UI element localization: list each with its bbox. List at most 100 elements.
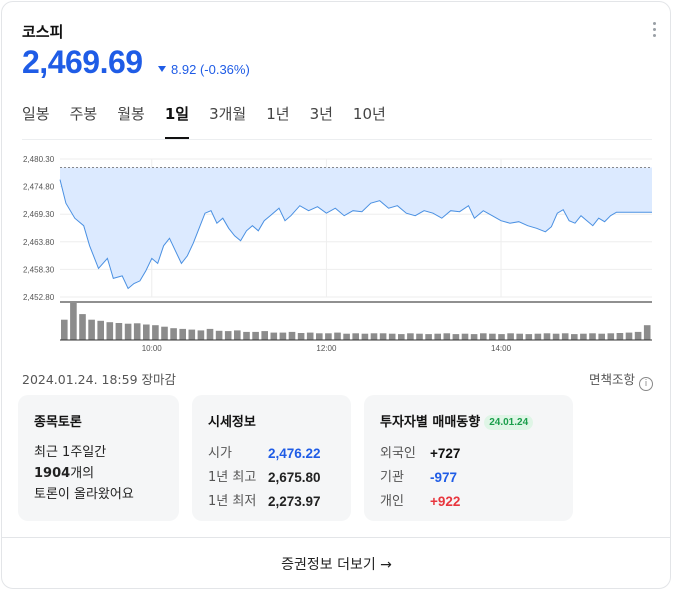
change-percent: (-0.36%)	[199, 62, 250, 77]
volume-bar	[407, 333, 414, 340]
volume-bar	[634, 331, 642, 340]
volume-bar	[224, 331, 232, 340]
volume-bar	[316, 333, 323, 340]
current-price: 2,469.69	[22, 44, 143, 80]
disclaimer-label: 면책조항	[588, 372, 635, 387]
volume-bar	[215, 330, 223, 341]
volume-bar	[261, 331, 268, 340]
volume-bar	[206, 328, 214, 340]
investor-trend-header: 투자자별 매매동향 24.01.24	[380, 411, 557, 430]
period-tabs: 일봉 주봉 월봉 1일 3개월 1년 3년 10년	[22, 103, 406, 139]
market-timestamp: 2024.01.24. 18:59 장마감	[22, 372, 177, 387]
y-tick-label: 2,469.30	[23, 210, 55, 219]
investor-row: 개인 +922	[380, 490, 557, 514]
open-label: 시가	[208, 446, 232, 461]
y-tick-label: 2,474.80	[23, 183, 55, 192]
individual-label: 개인	[380, 494, 404, 509]
volume-bar	[516, 333, 523, 340]
institution-label: 기관	[380, 470, 404, 485]
market-info-box[interactable]: 시세정보 시가 2,476.22 1년 최고 2,675.80 1년 최저 2,273…	[192, 395, 351, 521]
price-line	[59, 179, 652, 290]
more-options-icon[interactable]	[651, 22, 657, 38]
discussion-summary: 최근 1주일간 1904개의 토론이 올라왔어요	[34, 442, 163, 505]
volume-bar	[270, 332, 278, 340]
volume-bar	[543, 333, 551, 340]
x-tick-label: 12:00	[316, 344, 337, 353]
disclaimer-link[interactable]: 면책조항 i	[589, 369, 653, 391]
tab-3year[interactable]: 3년	[309, 105, 333, 123]
tab-daily[interactable]: 일봉	[22, 105, 50, 123]
volume-bar	[589, 333, 596, 340]
volume-bar	[352, 333, 359, 340]
volume-bar	[106, 322, 114, 340]
volume-bar	[625, 332, 633, 340]
year-low-label: 1년 최저	[208, 494, 257, 509]
volume-bar	[197, 330, 205, 340]
volume-bar	[115, 323, 123, 340]
volume-bar	[598, 333, 605, 340]
discussion-line1: 최근 1주일간	[34, 445, 107, 460]
volume-bar	[580, 333, 587, 340]
investor-trend-box[interactable]: 투자자별 매매동향 24.01.24 외국인 +727 기관 -977 개인 +922	[364, 395, 573, 521]
discussion-count-line: 1904개의	[34, 463, 163, 484]
volume-bar	[325, 333, 332, 340]
volume-bar	[398, 334, 405, 340]
investor-trend-title: 투자자별 매매동향	[380, 415, 481, 430]
volume-bar	[370, 333, 378, 340]
open-value: 2,476.22	[268, 446, 321, 461]
volume-bar	[470, 334, 478, 340]
volume-bar	[152, 325, 159, 340]
volume-bar	[161, 326, 168, 340]
volume-bar	[188, 329, 196, 340]
price-change: 8.92 (-0.36%)	[158, 62, 250, 77]
volume-bar	[571, 334, 578, 340]
volume-bar	[489, 333, 496, 340]
volume-bar	[616, 333, 624, 340]
y-axis-ticks: 2,480.30 2,474.80 2,469.30 2,463.80 2,458.30…	[23, 155, 55, 302]
volume-bar	[379, 333, 387, 340]
tab-monthly[interactable]: 월봉	[117, 105, 145, 123]
volume-bar	[552, 333, 560, 340]
volume-bar	[480, 333, 487, 340]
volume-bar	[425, 334, 432, 340]
volume-bar	[70, 303, 77, 340]
tab-1day[interactable]: 1일	[164, 103, 190, 139]
tab-10year[interactable]: 10년	[352, 105, 386, 123]
year-low-value: 2,273.97	[268, 494, 321, 509]
volume-bar	[507, 333, 514, 340]
price-area-layer	[59, 167, 652, 303]
tab-weekly[interactable]: 주봉	[69, 105, 98, 123]
volume-bar	[343, 333, 350, 340]
volume-bar	[498, 334, 505, 340]
investor-row: 외국인 +727	[380, 442, 557, 466]
volume-bar	[452, 334, 460, 340]
intraday-chart[interactable]: 2,480.30 2,474.80 2,469.30 2,463.80 2,458.30…	[0, 150, 673, 360]
volume-bar	[534, 333, 542, 340]
more-link-label: 증권정보 더보기	[281, 557, 376, 573]
year-high-value: 2,675.80	[268, 470, 321, 485]
volume-bar	[61, 319, 68, 341]
volume-bar	[461, 333, 469, 340]
volume-bar	[388, 333, 396, 340]
volume-bar	[252, 331, 259, 340]
info-icon: i	[639, 377, 653, 391]
down-triangle-icon	[158, 66, 166, 72]
tab-divider	[22, 139, 652, 140]
x-tick-label: 10:00	[142, 344, 163, 353]
foreign-label: 외국인	[380, 446, 416, 461]
volume-bar	[288, 331, 296, 340]
tab-3month[interactable]: 3개월	[209, 105, 247, 123]
discussion-box[interactable]: 종목토론 최근 1주일간 1904개의 토론이 올라왔어요	[18, 395, 179, 521]
volume-bar	[170, 328, 177, 340]
discussion-line3: 토론이 올라왔어요	[34, 487, 134, 502]
y-tick-label: 2,458.30	[23, 265, 55, 274]
volume-bar	[97, 320, 104, 340]
x-axis-ticks: 10:00 12:00 14:00	[142, 344, 512, 353]
index-title[interactable]: 코스피	[22, 23, 64, 41]
volume-bars	[60, 303, 652, 341]
more-securities-link[interactable]: 증권정보 더보기 →	[0, 554, 673, 574]
market-row: 1년 최고 2,675.80	[208, 466, 335, 490]
volume-bar	[434, 333, 441, 340]
tab-1year[interactable]: 1년	[266, 105, 290, 123]
price-area-fill	[60, 167, 652, 289]
